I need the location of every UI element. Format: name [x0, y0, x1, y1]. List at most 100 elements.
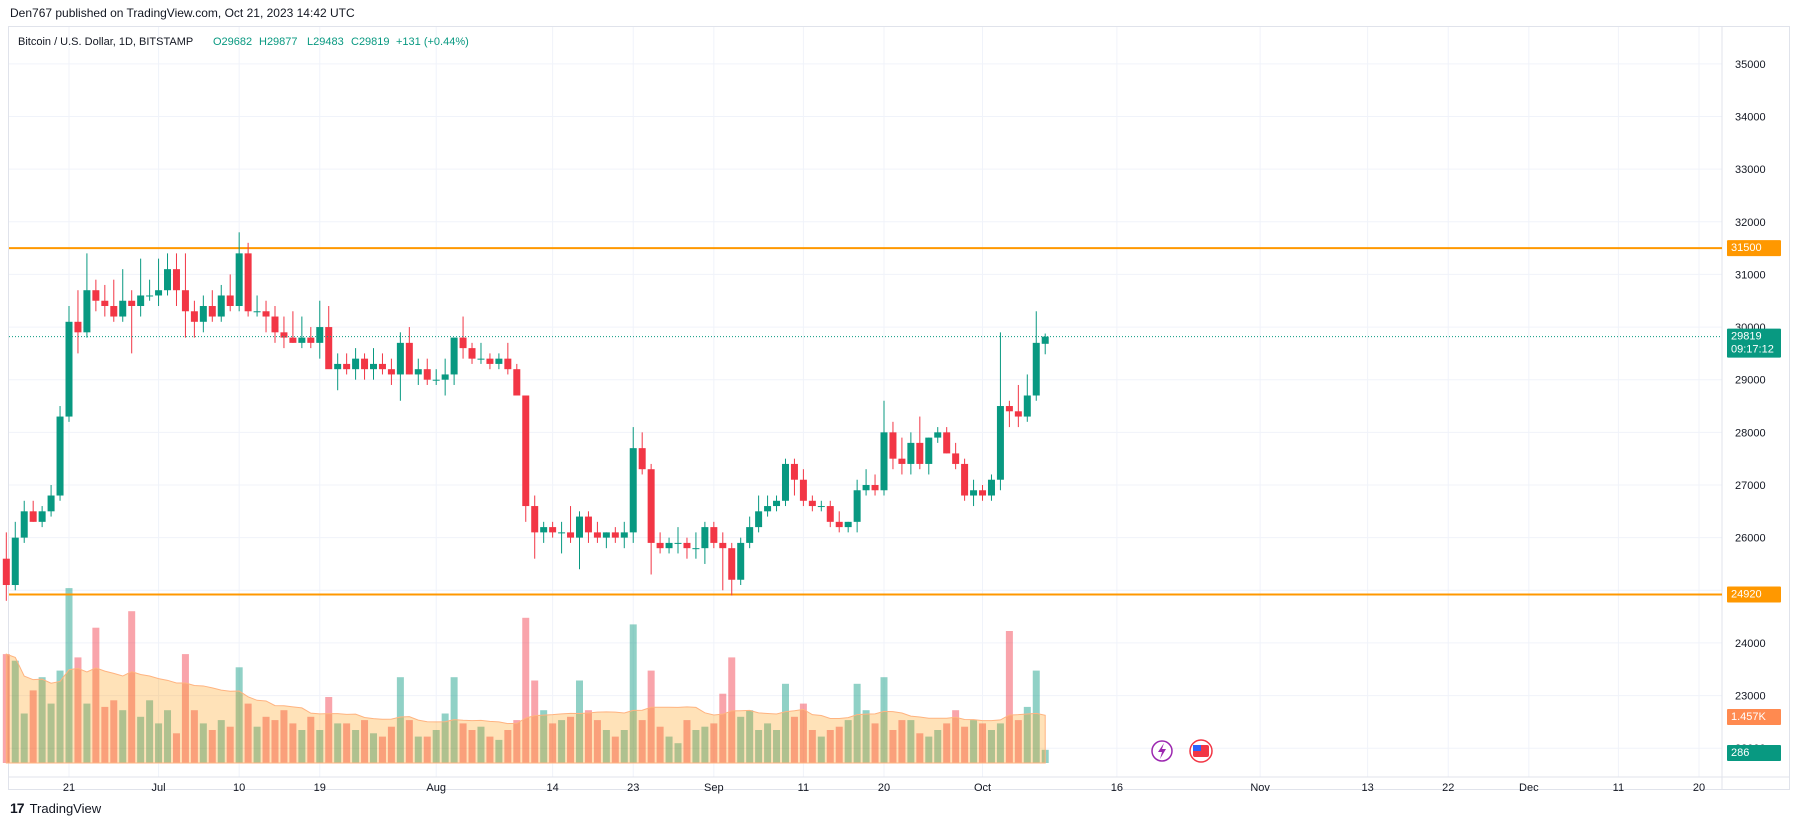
x-tick-label: 23	[627, 782, 639, 794]
candle-body	[146, 295, 154, 297]
candle-body	[737, 542, 745, 580]
candle-body	[629, 448, 637, 533]
candle-body	[1023, 395, 1031, 417]
candle-body	[164, 269, 172, 291]
candle-body	[343, 363, 351, 370]
current-price-tag-text: 29819	[1731, 331, 1762, 343]
volume-bar	[65, 588, 73, 763]
y-tick-label: 34000	[1735, 111, 1766, 123]
candle-body	[987, 479, 995, 496]
volume-bar	[343, 723, 351, 763]
candle-body	[208, 306, 216, 317]
level-price-tag-text: 24920	[1731, 588, 1762, 600]
volume-bar	[916, 733, 924, 763]
candle-body	[235, 253, 243, 307]
volume-bar	[996, 723, 1004, 763]
volume-bar	[817, 736, 825, 763]
x-tick-label: 14	[547, 782, 559, 794]
candle-body	[540, 527, 548, 533]
symbol-name[interactable]: Bitcoin / U.S. Dollar, 1D, BITSTAMP	[18, 36, 193, 48]
volume-bar	[961, 726, 969, 763]
volume-bar	[943, 723, 951, 763]
candle-body	[190, 311, 198, 322]
volume-bar	[871, 723, 879, 763]
candle-body	[996, 406, 1004, 480]
volume-bar	[199, 723, 207, 763]
volume-bar	[334, 723, 342, 763]
volume-bar	[1023, 706, 1031, 763]
volume-bar	[575, 680, 583, 763]
x-tick-label: Oct	[974, 782, 991, 794]
candle-body	[217, 295, 225, 317]
horizontal-levels[interactable]	[9, 247, 1722, 596]
candle-body	[817, 506, 825, 508]
current-price-tag	[1727, 328, 1781, 358]
volume-bar	[656, 726, 664, 763]
candle-body	[432, 379, 440, 381]
volume-bar	[128, 611, 136, 763]
symbol-legend[interactable]: Bitcoin / U.S. Dollar, 1D, BITSTAMP O296…	[18, 36, 469, 48]
volume-bar	[361, 720, 369, 763]
candle-body	[880, 432, 888, 491]
candle-body	[181, 290, 189, 312]
candle-body	[808, 500, 816, 507]
candle-body	[1005, 406, 1013, 412]
candle-body	[799, 479, 807, 501]
volume-bar	[611, 736, 619, 763]
volume-bar	[755, 730, 763, 763]
volume-bar	[584, 710, 592, 763]
volume-bar	[298, 730, 306, 763]
volume-bar	[558, 720, 566, 763]
candle-body	[450, 337, 458, 375]
volume-bar	[316, 730, 324, 763]
candle-body	[2, 558, 10, 586]
volume-bar	[898, 720, 906, 763]
ohlc-high: H29877	[259, 36, 298, 48]
candle-body	[575, 516, 583, 538]
level-price-tag-text: 31500	[1731, 242, 1762, 254]
candle-body	[83, 290, 91, 333]
candle-body	[665, 542, 673, 549]
candle-body	[1041, 336, 1049, 344]
candle-body	[459, 337, 467, 349]
candle-body	[558, 532, 566, 534]
volume-bar	[459, 723, 467, 763]
candle-body	[701, 527, 709, 549]
candle-body	[405, 342, 413, 375]
candle-body	[835, 521, 843, 528]
volume-bar	[20, 713, 28, 763]
candle-body	[47, 495, 55, 512]
candle-body	[898, 458, 906, 464]
volume-tag-text: 286	[1731, 747, 1749, 759]
volume-bar	[987, 730, 995, 763]
event-icons[interactable]	[1151, 739, 1213, 763]
y-tick-label: 31000	[1735, 269, 1766, 281]
volume-bar	[181, 654, 189, 763]
candle-body	[638, 448, 646, 470]
candle-body	[155, 290, 163, 296]
volume-bar	[934, 730, 942, 763]
volume-bar	[378, 736, 386, 763]
candle-body	[495, 358, 503, 364]
grid	[9, 27, 1722, 777]
candle-body	[378, 363, 386, 370]
candle-body	[172, 269, 180, 291]
volume-bar	[441, 713, 449, 763]
candle-body	[728, 548, 736, 580]
volume-bar	[880, 677, 888, 763]
volume-bar	[620, 730, 628, 763]
volume-bar	[244, 703, 252, 763]
volume-tag	[1727, 745, 1781, 761]
footer-brand[interactable]: 17 TradingView	[10, 800, 101, 816]
volume-bar	[567, 716, 575, 763]
x-tick-label: 13	[1362, 782, 1374, 794]
volume-bar	[11, 660, 19, 763]
chart-frame	[8, 26, 1790, 790]
x-tick-label: 20	[878, 782, 890, 794]
volume-bar	[110, 700, 118, 763]
volume-bar	[271, 720, 279, 763]
candle-body	[620, 532, 628, 538]
volume-bar	[531, 680, 539, 763]
candle-body	[352, 358, 360, 370]
